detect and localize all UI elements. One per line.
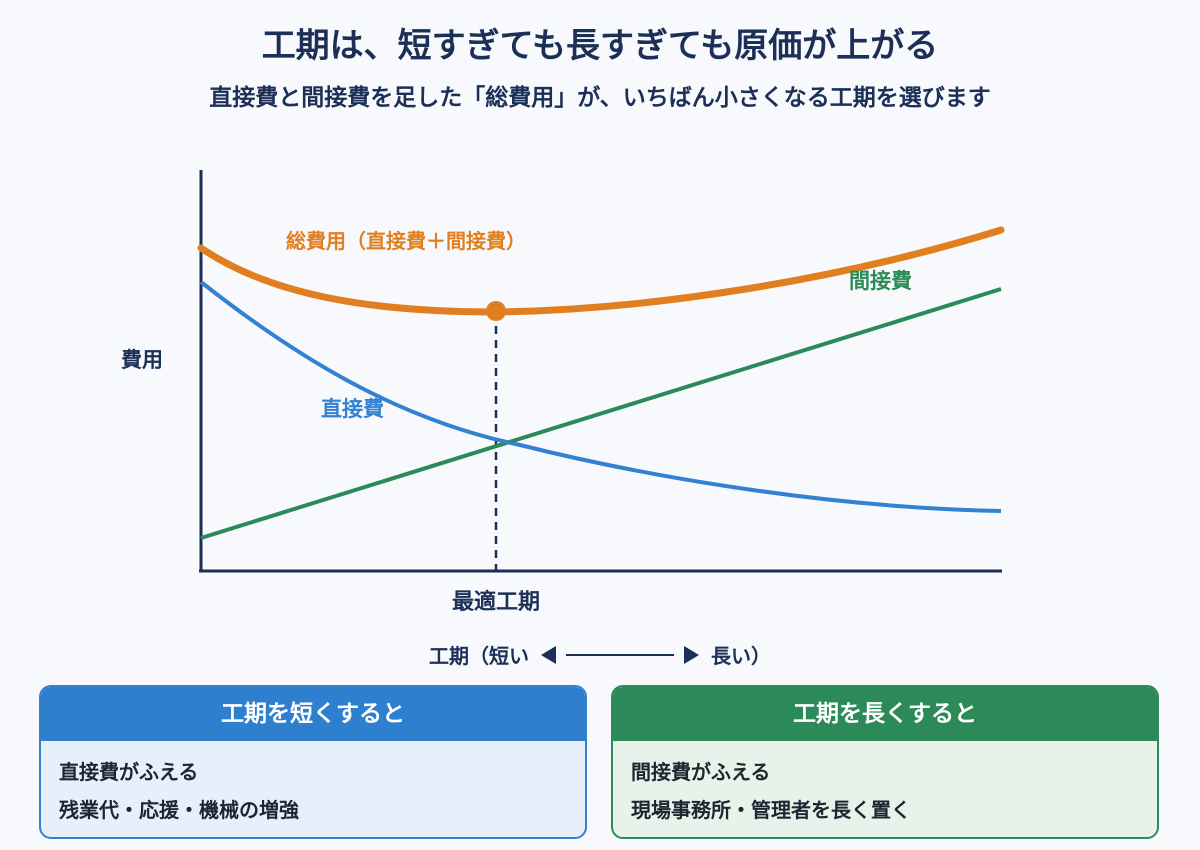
list-item: 残業代・応援・機械の増強: [59, 798, 299, 822]
direct-cost-curve: [199, 280, 1002, 513]
indirect-cost-line: [200, 287, 1002, 540]
indirect-cost-label: 間接費: [849, 269, 912, 293]
duration-axis-note: 工期（短い 長い）: [0, 640, 1200, 669]
axis-note-line: [566, 653, 674, 656]
list-item: 直接費がふえる: [59, 760, 199, 784]
arrow-left-icon: [541, 645, 556, 664]
direct-cost-label: 直接費: [321, 397, 384, 421]
long-duration-card: 工期を長くすると 間接費がふえる 現場事務所・管理者を長く置く: [611, 685, 1159, 839]
axis-note-long: 長い）: [711, 644, 771, 668]
axis-note-short: 工期（短い: [429, 644, 529, 668]
total-cost-curve: [197, 226, 1005, 316]
page-subtitle: 直接費と間接費を足した「総費用」が、いちばん小さくなる工期を選びます: [209, 85, 991, 111]
long-duration-card-header: 工期を長くすると: [613, 687, 1157, 741]
short-duration-card-header: 工期を短くすると: [41, 687, 585, 741]
arrow-right-icon: [684, 645, 699, 664]
long-duration-card-body: 間接費がふえる 現場事務所・管理者を長く置く: [613, 741, 1157, 829]
list-item: 間接費がふえる: [631, 760, 771, 784]
short-duration-card-body: 直接費がふえる 残業代・応援・機械の増強: [41, 741, 585, 829]
short-duration-card: 工期を短くすると 直接費がふえる 残業代・応援・機械の増強: [39, 685, 587, 839]
total-cost-label: 総費用（直接費＋間接費）: [286, 229, 526, 253]
minimum-point: [486, 301, 506, 321]
cost-duration-diagram: 費用 総費用（直接費＋間接費） 間接費 直接費 最適工期: [121, 170, 1005, 615]
page-title: 工期は、短すぎても長すぎても原価が上がる: [261, 26, 939, 66]
list-item: 現場事務所・管理者を長く置く: [631, 798, 911, 822]
optimal-duration-label: 最適工期: [452, 589, 540, 615]
y-axis-label: 費用: [121, 348, 163, 372]
